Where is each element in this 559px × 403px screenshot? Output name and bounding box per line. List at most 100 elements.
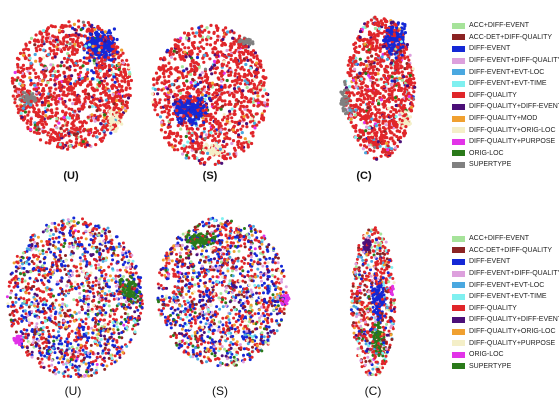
scatter-point — [112, 110, 116, 114]
scatter-point — [236, 143, 240, 147]
scatter-point — [384, 119, 388, 123]
scatter-point — [185, 67, 189, 71]
scatter-point — [29, 127, 33, 131]
scatter-point — [102, 79, 106, 83]
scatter-point — [212, 31, 216, 35]
cloud-bottom-u — [5, 216, 144, 379]
scatter-point — [224, 26, 228, 30]
scatter-point — [43, 96, 47, 100]
scatter-point — [200, 93, 205, 97]
scatter-point — [42, 307, 45, 310]
scatter-point — [66, 264, 70, 268]
scatter-point — [67, 107, 71, 111]
scatter-point — [181, 152, 185, 156]
scatter-point — [388, 49, 392, 53]
scatter-point — [127, 259, 131, 263]
scatter-point — [402, 75, 406, 79]
scatter-point — [202, 60, 206, 64]
scatter-point — [112, 27, 116, 31]
scatter-point — [10, 76, 14, 80]
scatter-point — [87, 48, 91, 52]
scatter-point — [395, 31, 399, 35]
scatter-point — [223, 156, 227, 160]
scatter-point — [249, 131, 253, 135]
scatter-point — [29, 120, 33, 124]
scatter-point — [413, 85, 417, 89]
scatter-point — [366, 102, 371, 106]
scatter-point — [44, 69, 48, 73]
scatter-point — [234, 78, 238, 82]
scatter-point — [51, 66, 56, 70]
scatter-point — [247, 140, 251, 144]
scatter-point — [370, 54, 374, 58]
scatter-point — [220, 99, 224, 103]
scatter-point — [354, 85, 358, 89]
scatter-point — [85, 56, 89, 60]
scatter-point — [393, 28, 397, 32]
scatter-point — [343, 80, 347, 84]
scatter-point — [77, 311, 81, 314]
scatter-point — [36, 82, 40, 86]
scatter-point — [44, 83, 48, 87]
scatter-point — [114, 124, 118, 128]
scatter-point — [222, 115, 226, 119]
scatter-point — [209, 112, 213, 116]
scatter-point — [36, 40, 41, 44]
scatter-point — [385, 78, 390, 82]
scatter-point — [192, 118, 196, 122]
scatter-point — [380, 55, 384, 59]
scatter-point — [199, 157, 204, 162]
scatter-point — [245, 85, 249, 90]
scatter-point — [84, 44, 88, 48]
scatter-point — [362, 68, 366, 72]
scatter-point — [78, 83, 83, 87]
scatter-point — [126, 79, 130, 84]
scatter-point — [43, 316, 47, 320]
scatter-point — [210, 102, 214, 106]
scatter-point — [390, 131, 394, 135]
scatter-point — [89, 32, 93, 37]
scatter-point — [173, 100, 177, 104]
scatter-point — [195, 67, 199, 71]
scatter-point — [233, 83, 237, 87]
scatter-point — [107, 104, 111, 108]
scatter-point — [227, 102, 231, 106]
scatter-point — [86, 115, 90, 119]
scatter-point — [96, 322, 100, 326]
scatter-point — [188, 136, 192, 140]
scatter-point — [394, 61, 398, 65]
scatter-point — [242, 99, 246, 103]
scatter-point — [175, 50, 179, 55]
scatter-point — [202, 121, 206, 125]
scatter-point — [158, 98, 162, 102]
scatter-point — [91, 37, 95, 41]
scatter-point — [90, 69, 94, 73]
scatter-point — [84, 88, 88, 92]
scatter-point — [68, 98, 72, 102]
scatter-point — [188, 86, 192, 90]
scatter-point — [196, 127, 200, 131]
scatter-point — [226, 90, 230, 94]
scatter-point — [235, 63, 239, 67]
scatter-point — [376, 34, 380, 38]
scatter-point — [66, 88, 70, 92]
scatter-point — [99, 59, 104, 63]
scatter-point — [190, 49, 194, 53]
scatter-point — [185, 153, 189, 157]
scatter-point — [41, 123, 45, 127]
scatter-point — [88, 105, 92, 109]
scatter-point — [192, 112, 196, 116]
scatter-point — [127, 83, 131, 87]
scatter-point — [230, 116, 234, 120]
scatter-point — [72, 63, 76, 68]
scatter-point — [72, 124, 76, 128]
scatter-point — [162, 56, 166, 60]
scatter-point — [101, 62, 105, 66]
scatter-point — [208, 81, 212, 85]
scatter-point — [259, 79, 263, 83]
scatter-point — [247, 89, 251, 93]
scatter-point — [216, 26, 220, 30]
scatter-point — [366, 56, 370, 60]
scatter-point — [15, 104, 19, 108]
scatter-point — [213, 129, 217, 133]
